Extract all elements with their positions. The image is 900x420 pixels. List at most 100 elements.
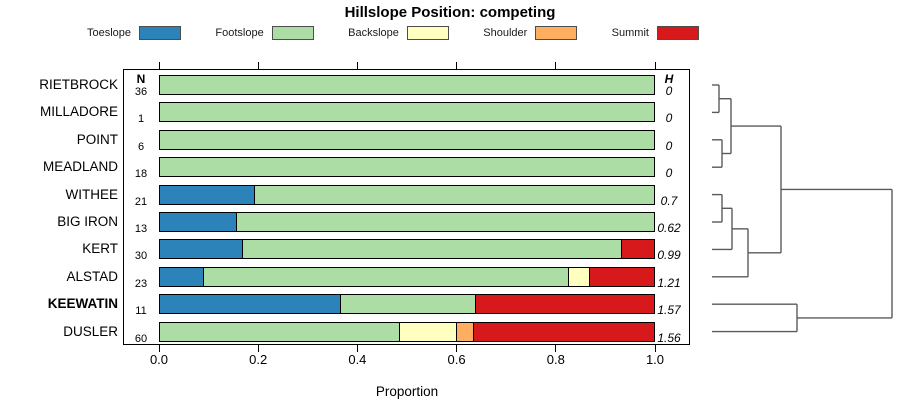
- h-value-big-iron: 0.62: [657, 221, 681, 235]
- bar-segment-footslope: [160, 103, 654, 122]
- bar-dusler: [159, 321, 655, 342]
- axis-tick-top: [158, 62, 160, 69]
- h-column-header: H: [664, 72, 674, 86]
- bar-segment-footslope: [160, 76, 654, 94]
- bar-segment-summit: [589, 267, 654, 286]
- n-value-keewatin: 11: [135, 305, 147, 318]
- n-value-big-iron: 13: [134, 223, 148, 235]
- n-value-milladore: 1: [137, 113, 145, 126]
- bar-milladore: [159, 102, 655, 123]
- axis-tick-top: [654, 62, 656, 69]
- legend-item-backslope: Backslope: [348, 26, 449, 40]
- bar-segment-toeslope: [160, 295, 340, 314]
- bar-alstad: [159, 266, 655, 287]
- n-value-withee: 21: [134, 195, 148, 208]
- legend-item-shoulder: Shoulder: [483, 26, 578, 40]
- legend-swatch-summit-icon: [656, 26, 699, 40]
- bar-segment-footslope: [339, 295, 475, 314]
- row-label-milladore: MILLADORE: [39, 104, 118, 120]
- bar-segment-toeslope: [160, 213, 237, 231]
- axis-tick-label: 0.0: [149, 352, 169, 367]
- row-label-dusler: DUSLER: [63, 323, 118, 339]
- h-value-keewatin: 1.57: [657, 303, 681, 318]
- n-value-dusler: 60: [134, 332, 148, 345]
- chart-title: Hillslope Position: competing: [344, 4, 556, 21]
- legend-item-toeslope: Toeslope: [87, 26, 182, 40]
- axis-tick-label: 0.8: [546, 352, 565, 367]
- h-value-rietbrock: 0: [665, 84, 673, 98]
- row-label-point: POINT: [76, 131, 118, 147]
- h-value-milladore: 0: [665, 111, 673, 126]
- legend-label-footslope: Footslope: [215, 27, 264, 39]
- axis-tick-top: [456, 62, 458, 69]
- bar-segment-footslope: [160, 130, 654, 149]
- bar-segment-toeslope: [160, 240, 243, 259]
- n-column-header: N: [136, 72, 146, 86]
- axis-tick-label: 1.0: [645, 352, 665, 367]
- legend-label-backslope: Backslope: [348, 27, 399, 39]
- bar-segment-backslope: [568, 267, 590, 286]
- bar-segment-toeslope: [160, 185, 254, 204]
- h-value-kert: 0.99: [657, 248, 681, 263]
- h-value-alstad: 1.21: [657, 275, 681, 290]
- bar-rietbrock: [159, 75, 655, 95]
- legend-item-summit: Summit: [612, 26, 699, 40]
- axis-tick-bottom: [257, 345, 259, 352]
- n-value-alstad: 23: [134, 277, 148, 290]
- bar-keewatin: [159, 294, 655, 315]
- legend-item-footslope: Footslope: [215, 26, 314, 40]
- axis-tick-top: [555, 62, 557, 69]
- legend-swatch-footslope-icon: [271, 26, 314, 40]
- x-axis-label: Proportion: [375, 384, 439, 399]
- bar-withee: [159, 184, 655, 205]
- legend-swatch-toeslope-icon: [139, 26, 182, 40]
- axis-tick-label: 0.4: [348, 352, 367, 367]
- bar-segment-footslope: [242, 240, 622, 259]
- bar-point: [159, 129, 655, 150]
- bar-segment-footslope: [160, 322, 399, 341]
- legend-label-summit: Summit: [611, 27, 649, 39]
- h-value-point: 0: [665, 138, 673, 153]
- axis-tick-bottom: [456, 345, 458, 352]
- bar-segment-summit: [621, 240, 654, 259]
- axis-tick-label: 0.6: [447, 352, 466, 367]
- legend: Toeslope Footslope Backslope Shoulder Summit: [87, 26, 699, 40]
- axis-tick-label: 0.2: [249, 352, 268, 367]
- n-value-point: 6: [137, 140, 145, 153]
- legend-label-toeslope: Toeslope: [87, 27, 132, 39]
- axis-tick-bottom: [654, 345, 656, 352]
- bar-segment-backslope: [398, 322, 457, 341]
- row-label-rietbrock: RIETBROCK: [39, 77, 118, 92]
- bar-segment-footslope: [236, 213, 654, 231]
- bar-segment-footslope: [253, 185, 654, 204]
- bar-segment-footslope: [160, 158, 654, 177]
- bar-segment-summit: [474, 295, 654, 314]
- row-label-keewatin: KEEWATIN: [47, 296, 118, 312]
- axis-tick-bottom: [158, 345, 160, 352]
- row-label-meadland: MEADLAND: [42, 159, 118, 175]
- bar-big-iron: [159, 212, 655, 232]
- n-value-meadland: 18: [134, 168, 148, 181]
- bar-segment-toeslope: [160, 267, 203, 286]
- row-label-kert: KERT: [82, 241, 118, 257]
- h-value-dusler: 1.56: [657, 330, 681, 345]
- legend-label-shoulder: Shoulder: [483, 27, 528, 39]
- axis-tick-bottom: [356, 345, 358, 352]
- row-label-big-iron: BIG IRON: [57, 214, 118, 229]
- axis-tick-top: [356, 62, 358, 69]
- h-value-withee: 0.7: [660, 193, 678, 208]
- bar-kert: [159, 239, 655, 260]
- n-value-kert: 30: [134, 250, 148, 263]
- legend-swatch-shoulder-icon: [535, 26, 578, 40]
- bar-segment-footslope: [202, 267, 569, 286]
- h-value-meadland: 0: [665, 166, 673, 181]
- bar-segment-summit: [472, 322, 654, 341]
- row-label-withee: WITHEE: [65, 186, 119, 202]
- n-value-rietbrock: 36: [134, 86, 148, 98]
- bar-meadland: [159, 157, 655, 178]
- row-label-alstad: ALSTAD: [66, 268, 118, 284]
- axis-tick-top: [257, 62, 259, 69]
- legend-swatch-backslope-icon: [406, 26, 449, 40]
- axis-tick-bottom: [555, 345, 557, 352]
